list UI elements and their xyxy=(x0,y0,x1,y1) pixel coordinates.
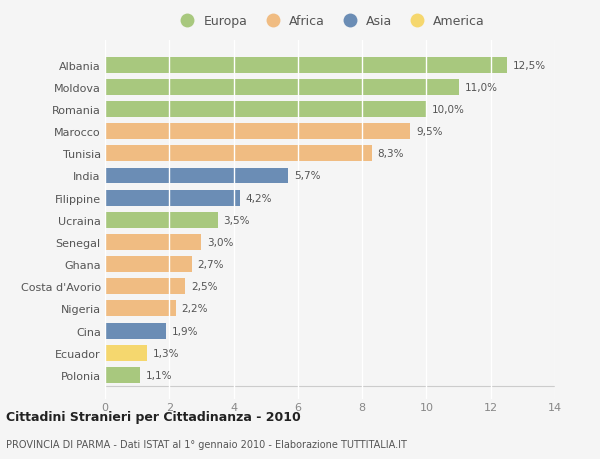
Text: 3,0%: 3,0% xyxy=(207,237,233,247)
Bar xyxy=(105,279,185,295)
Bar xyxy=(105,102,427,118)
Text: 1,9%: 1,9% xyxy=(172,326,199,336)
Text: 8,3%: 8,3% xyxy=(377,149,404,159)
Bar xyxy=(105,235,202,251)
Text: 3,5%: 3,5% xyxy=(223,215,250,225)
Text: 5,7%: 5,7% xyxy=(294,171,320,181)
Bar xyxy=(105,168,288,184)
Text: 12,5%: 12,5% xyxy=(512,61,545,71)
Text: Cittadini Stranieri per Cittadinanza - 2010: Cittadini Stranieri per Cittadinanza - 2… xyxy=(6,410,301,423)
Text: 2,5%: 2,5% xyxy=(191,282,218,291)
Text: 4,2%: 4,2% xyxy=(246,193,272,203)
Bar xyxy=(105,257,192,273)
Bar xyxy=(105,345,147,361)
Bar xyxy=(105,301,176,317)
Bar xyxy=(105,124,410,140)
Bar xyxy=(105,367,140,383)
Bar xyxy=(105,213,218,228)
Bar xyxy=(105,190,240,206)
Text: PROVINCIA DI PARMA - Dati ISTAT al 1° gennaio 2010 - Elaborazione TUTTITALIA.IT: PROVINCIA DI PARMA - Dati ISTAT al 1° ge… xyxy=(6,440,407,449)
Bar xyxy=(105,146,372,162)
Text: 1,1%: 1,1% xyxy=(146,370,173,380)
Text: 2,2%: 2,2% xyxy=(182,304,208,314)
Bar xyxy=(105,80,458,95)
Text: 1,3%: 1,3% xyxy=(152,348,179,358)
Legend: Europa, Africa, Asia, America: Europa, Africa, Asia, America xyxy=(175,15,485,28)
Bar xyxy=(105,57,507,73)
Bar xyxy=(105,323,166,339)
Text: 9,5%: 9,5% xyxy=(416,127,443,137)
Text: 2,7%: 2,7% xyxy=(197,259,224,269)
Text: 10,0%: 10,0% xyxy=(432,105,465,115)
Text: 11,0%: 11,0% xyxy=(464,83,497,93)
